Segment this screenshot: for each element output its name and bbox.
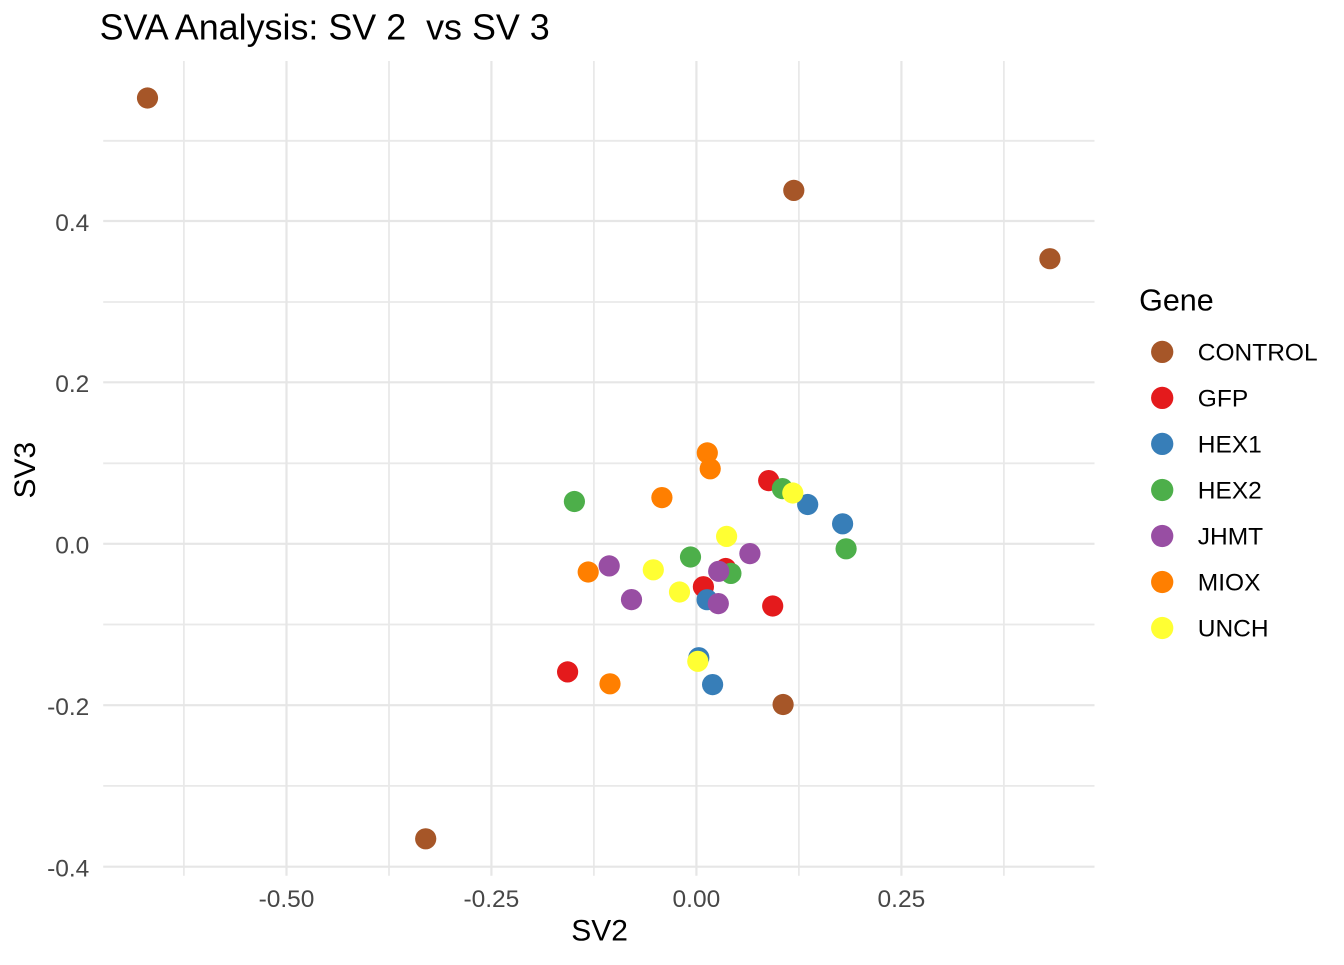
svg-text:0.2: 0.2 [55, 371, 89, 398]
svg-text:0.00: 0.00 [673, 886, 721, 913]
svg-text:SVA Analysis: SV 2 vs SV 3: SVA Analysis: SV 2 vs SV 3 [100, 7, 550, 47]
svg-text:0.4: 0.4 [55, 210, 89, 237]
svg-text:-0.2: -0.2 [47, 694, 89, 721]
svg-text:SV2: SV2 [571, 915, 628, 948]
svg-text:-0.4: -0.4 [47, 856, 89, 883]
svg-text:0.25: 0.25 [878, 886, 926, 913]
svg-text:UNCH: UNCH [1198, 616, 1269, 643]
svg-text:HEX2: HEX2 [1198, 478, 1262, 505]
svg-text:HEX1: HEX1 [1198, 431, 1262, 458]
svg-text:GFP: GFP [1198, 385, 1248, 412]
svg-text:CONTROL: CONTROL [1198, 339, 1318, 366]
svg-text:SV3: SV3 [9, 442, 42, 499]
svg-text:MIOX: MIOX [1198, 570, 1261, 597]
svg-text:-0.25: -0.25 [463, 886, 519, 913]
svg-text:JHMT: JHMT [1198, 524, 1263, 551]
svg-text:Gene: Gene [1139, 283, 1214, 317]
svg-text:0.0: 0.0 [55, 533, 89, 560]
svg-text:-0.50: -0.50 [259, 886, 315, 913]
